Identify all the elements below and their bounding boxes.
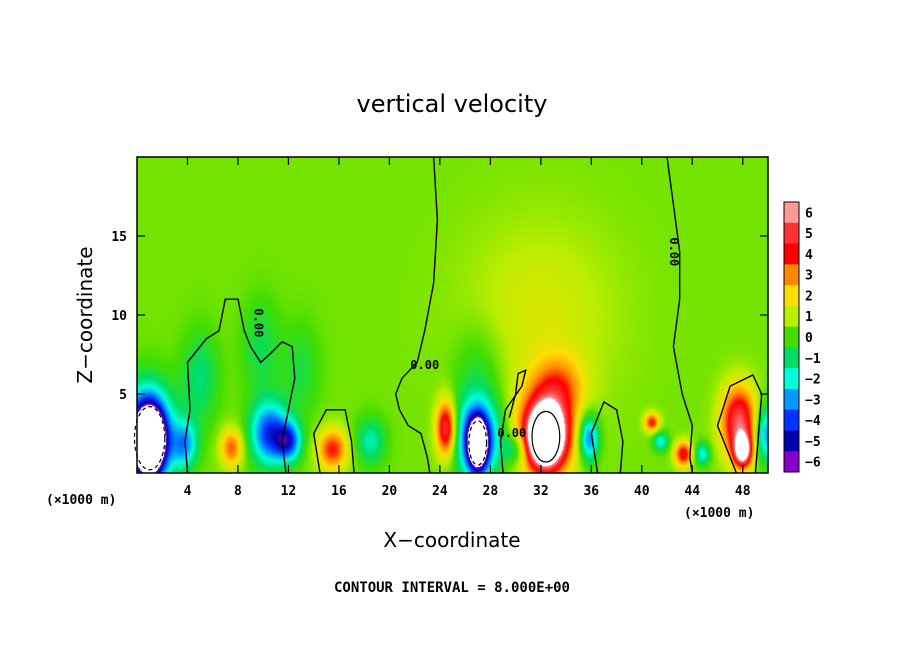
colorbar-swatch [784, 243, 799, 265]
x-tick-label: 44 [684, 484, 700, 499]
x-tick-label: 32 [533, 484, 549, 499]
colorbar-label: 3 [805, 269, 813, 284]
contour-line [312, 409, 355, 474]
colorbar-label: −6 [805, 456, 821, 471]
colorbar-label: 6 [805, 206, 813, 221]
contour-label: 0.00 [410, 358, 439, 372]
contour-line [184, 298, 296, 474]
velocity-field [137, 157, 768, 473]
colorbar-label: −5 [805, 435, 821, 450]
contour-lines: 0.00 0.00 0.00 0.00 [133, 156, 763, 474]
contour-label: 0.00 [497, 426, 526, 440]
colorbar-swatch [784, 202, 799, 224]
colorbar-swatch [784, 264, 799, 286]
contour-label: 0.00 [252, 308, 266, 337]
colorbar-label: −3 [805, 393, 821, 408]
colorbar-label: −4 [805, 414, 821, 429]
y-axis-ticks: 5 10 15 [111, 230, 768, 403]
colorbar-swatch [784, 430, 799, 452]
contour-line [666, 156, 694, 474]
x-tick-label: 48 [735, 484, 751, 499]
contour-line [394, 156, 439, 474]
contour-interval-note: CONTOUR INTERVAL = 8.000E+00 [334, 580, 570, 596]
closed-contour [468, 420, 488, 466]
closed-contour [531, 410, 561, 463]
x-tick-label: 36 [583, 484, 599, 499]
contour-label: 0.00 [667, 237, 681, 266]
colorbar-frame [783, 201, 800, 473]
colorbar-swatch [784, 285, 799, 307]
colorbar-label: 1 [805, 310, 813, 325]
colorbar-label: 0 [805, 331, 813, 346]
colorbar: 6 5 4 3 2 1 0 −1 −2 −3 −4 −5 −6 [783, 201, 821, 473]
x-tick-label: 28 [483, 484, 499, 499]
colorbar-label: −1 [805, 352, 821, 367]
x-tick-label: 20 [382, 484, 398, 499]
colorbar-swatch [784, 368, 799, 390]
contour-line [590, 400, 624, 474]
colorbar-swatch [784, 451, 799, 473]
x-unit-left: (×1000 m) [46, 493, 116, 508]
x-unit-right: (×1000 m) [684, 506, 754, 521]
colorbar-label: 5 [805, 227, 813, 242]
colorbar-label: −2 [805, 373, 821, 388]
colorbar-swatch [784, 409, 799, 431]
contour-line [716, 374, 763, 474]
colorbar-label: 4 [805, 248, 813, 263]
colorbar-swatch [784, 222, 799, 245]
y-tick-label: 10 [111, 309, 127, 324]
x-axis-ticks: 4 8 12 16 20 24 28 32 36 40 44 48 [184, 157, 751, 499]
colorbar-swatch [784, 347, 799, 369]
plot-area: 0.000.000.000.00 4 8 12 16 20 24 28 32 36 40 44 48 … [111, 156, 769, 499]
x-tick-label: 24 [432, 484, 448, 499]
y-tick-label: 5 [119, 388, 127, 403]
colorbar-swatch [784, 326, 799, 348]
x-axis-label: X−coordinate [383, 528, 520, 552]
colorbar-swatch [784, 305, 799, 328]
chart-title: vertical velocity [357, 90, 548, 118]
colorbar-swatch [784, 388, 799, 411]
y-axis-label: Z−coordinate [73, 246, 97, 383]
closed-contour [133, 406, 166, 471]
x-tick-label: 12 [281, 484, 297, 499]
x-tick-label: 16 [331, 484, 347, 499]
x-tick-label: 8 [234, 484, 242, 499]
x-tick-label: 4 [184, 484, 192, 499]
x-tick-label: 40 [634, 484, 650, 499]
contour-line [499, 369, 527, 474]
y-tick-label: 15 [111, 230, 127, 245]
colorbar-label: 2 [805, 290, 813, 305]
